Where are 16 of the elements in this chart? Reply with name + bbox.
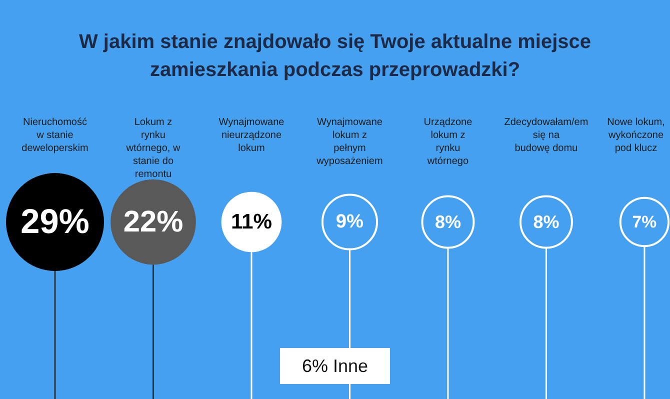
category-label: Lokum z rynku wtórnego, w stanie do remontu [125,117,181,180]
data-label: 7% [632,212,657,232]
data-label: 11% [230,210,272,234]
data-label: 8% [434,212,461,232]
category-label: Wynajmowane nieurządzone lokum [218,117,285,154]
category-label: Nieruchomość w stanie deweloperskim [22,117,88,154]
data-label: 8% [533,212,560,232]
data-label: 9% [336,212,364,232]
data-label: 29% [20,203,90,241]
category-label: Nowe lokum, wykończone pod klucz [607,117,665,154]
text: 6% Inne [280,348,390,384]
category-label: Zdecydowałam/em się na budowę domu [504,117,588,154]
category-label: Wynajmowane lokum z pełnym wyposażeniem [316,117,383,167]
data-label: 22% [123,206,184,238]
text: W jakim stanie znajdowało się Twoje aktualne miejsce zamieszkania podczas przeprowadzki? [78,30,592,83]
category-label: Urządzone lokum z rynku wtórnego [424,117,473,167]
